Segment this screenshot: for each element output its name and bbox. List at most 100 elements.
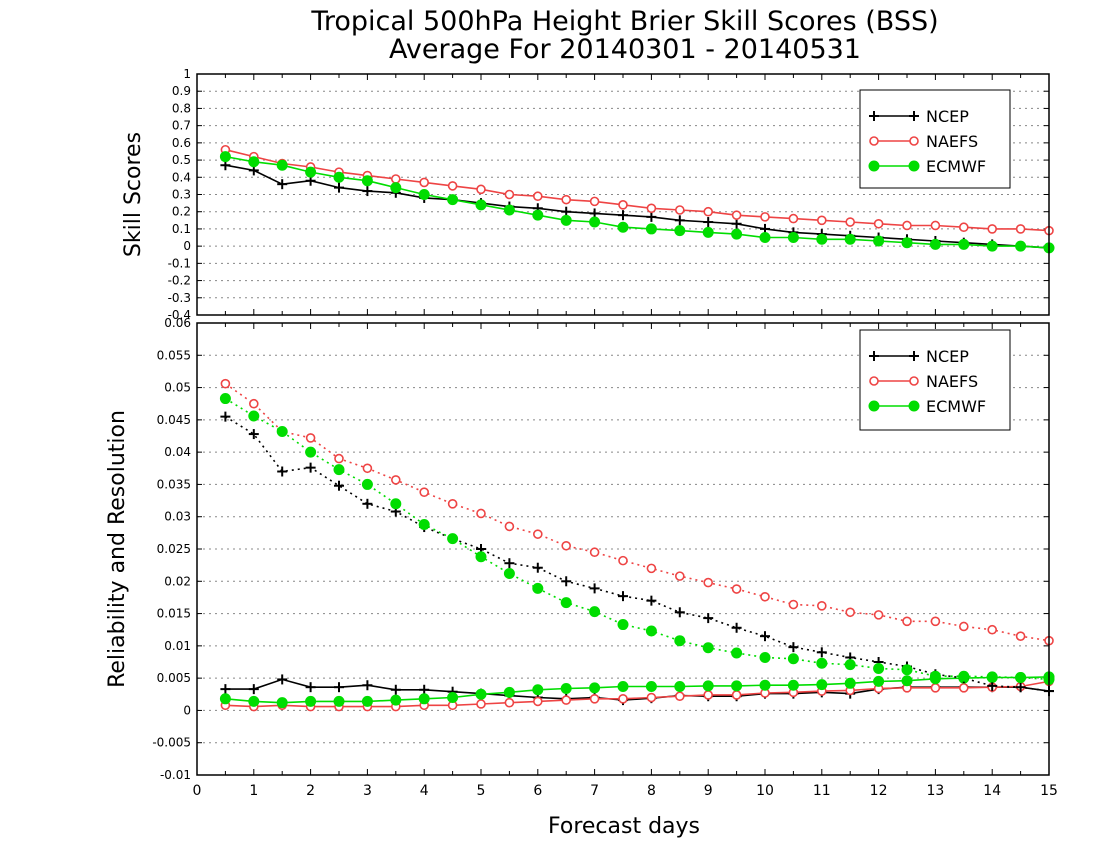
- filled-circle-marker: [248, 156, 260, 168]
- open-circle-marker: [873, 610, 884, 620]
- plus-marker: [589, 583, 600, 594]
- open-circle-marker: [618, 694, 628, 704]
- open-circle-marker: [930, 220, 941, 231]
- open-circle-marker: [589, 547, 600, 558]
- open-circle-marker: [646, 563, 657, 574]
- series-line: [224, 383, 1050, 642]
- legend-label: NCEP: [926, 347, 969, 366]
- plus-marker: [220, 411, 231, 422]
- open-circle-marker: [390, 174, 401, 184]
- filled-circle-marker: [560, 214, 572, 226]
- plus-marker: [674, 215, 685, 226]
- open-circle-marker: [987, 224, 998, 234]
- series-ecmwf: [219, 151, 1055, 254]
- y-axis-label: Skill Scores: [121, 132, 146, 257]
- x-axis-label: Forecast days: [548, 814, 700, 839]
- filled-circle-marker: [702, 226, 714, 238]
- open-circle-marker: [532, 529, 543, 539]
- filled-circle-marker: [276, 159, 288, 171]
- plus-marker: [277, 179, 288, 190]
- filled-circle-marker: [1015, 671, 1027, 683]
- series-line: [224, 415, 1050, 692]
- filled-circle-marker: [986, 671, 998, 683]
- filled-circle-marker: [390, 694, 402, 706]
- plus-marker: [869, 351, 879, 361]
- open-circle-marker: [930, 683, 941, 693]
- filled-circle-marker: [305, 695, 317, 707]
- x-tick-label: 1: [249, 783, 258, 799]
- plus-marker: [334, 480, 344, 491]
- chart-title-line-2: Average For 20140301 - 20140531: [389, 34, 861, 65]
- filled-circle-marker: [333, 695, 345, 707]
- y-tick-label: 0.05: [164, 381, 191, 395]
- legend-label: ECMWF: [926, 157, 986, 176]
- open-circle-marker: [816, 215, 827, 226]
- x-tick-label: 12: [870, 783, 888, 799]
- filled-circle-marker: [447, 692, 459, 704]
- open-circle-marker: [646, 203, 657, 214]
- y-tick-label: 0.1: [172, 222, 191, 236]
- y-tick-label: 0.7: [172, 119, 191, 133]
- filled-circle-marker: [276, 425, 288, 437]
- plus-marker: [334, 182, 344, 193]
- filled-circle-marker: [929, 670, 941, 682]
- filled-circle-marker: [361, 478, 373, 490]
- open-circle-marker: [504, 189, 515, 200]
- open-circle-marker: [909, 136, 919, 146]
- plus-marker: [248, 429, 259, 440]
- x-tick-label: 4: [420, 783, 429, 799]
- filled-circle-marker: [390, 498, 402, 510]
- plus-marker: [788, 642, 799, 653]
- filled-circle-marker: [276, 697, 288, 709]
- filled-circle-marker: [868, 400, 880, 412]
- filled-circle-marker: [816, 679, 828, 691]
- plus-marker: [731, 622, 742, 633]
- open-circle-marker: [869, 136, 879, 146]
- filled-circle-marker: [503, 568, 515, 580]
- open-circle-marker: [845, 607, 856, 618]
- x-tick-label: 14: [983, 783, 1001, 799]
- y-tick-label: 0.5: [172, 153, 191, 167]
- open-circle-marker: [362, 463, 373, 474]
- open-circle-marker: [674, 205, 685, 215]
- series-ecmwf: [219, 671, 1055, 709]
- open-circle-marker: [618, 200, 628, 210]
- filled-circle-marker: [901, 675, 913, 687]
- y-tick-label: -0.005: [152, 736, 191, 750]
- filled-circle-marker: [873, 662, 885, 674]
- skill-scores-panel: -0.4 -0.3 -0.2 -0.1 0 0.1 0.2 0.3 0.4 0.5 0.6 0.7 0.…: [121, 67, 1055, 322]
- reliability-resolution-panel: -0.01 -0.005 0 0.005 0.01 0.015 0.02 0.025 0.03 0…: [105, 316, 1058, 799]
- filled-circle-marker: [731, 647, 743, 659]
- y-tick-label: -0.01: [160, 768, 191, 782]
- filled-circle-marker: [702, 680, 714, 692]
- open-circle-marker: [902, 220, 912, 231]
- y-tick-label: 0.015: [157, 607, 191, 621]
- filled-circle-marker: [1015, 240, 1027, 252]
- plus-marker: [561, 576, 572, 587]
- filled-circle-marker: [219, 693, 231, 705]
- x-tick-label: 8: [647, 783, 656, 799]
- filled-circle-marker: [532, 209, 544, 221]
- filled-circle-marker: [333, 171, 345, 183]
- filled-circle-marker: [844, 233, 856, 245]
- filled-circle-marker: [617, 619, 629, 631]
- open-circle-marker: [646, 692, 657, 703]
- plus-marker: [305, 682, 316, 693]
- y-tick-label: 0.2: [172, 205, 191, 219]
- open-circle-marker: [703, 690, 714, 700]
- open-circle-marker: [930, 616, 941, 627]
- filled-circle-marker: [873, 675, 885, 687]
- open-circle-marker: [618, 555, 628, 566]
- open-circle-marker: [788, 213, 799, 224]
- filled-circle-marker: [503, 686, 515, 698]
- plus-marker: [220, 684, 231, 695]
- open-circle-marker: [589, 694, 600, 704]
- plus-marker: [987, 680, 998, 691]
- filled-circle-marker: [816, 233, 828, 245]
- plus-marker: [703, 217, 714, 228]
- y-tick-label: 0.025: [157, 542, 191, 556]
- plot-frame: [196, 322, 1050, 776]
- open-circle-marker: [703, 577, 714, 588]
- filled-circle-marker: [305, 166, 317, 178]
- filled-circle-marker: [844, 659, 856, 671]
